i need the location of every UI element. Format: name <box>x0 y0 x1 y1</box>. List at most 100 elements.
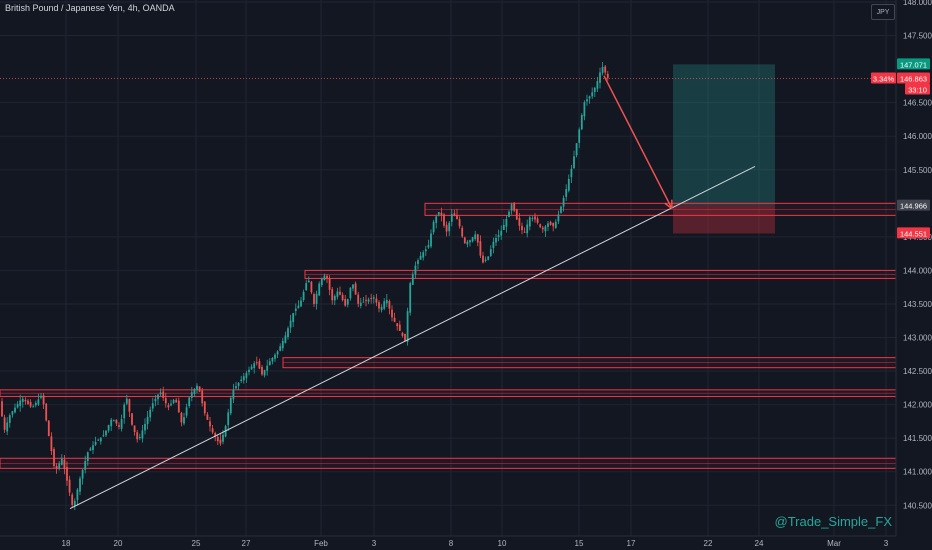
candle-body <box>177 400 180 413</box>
candle-body <box>55 465 58 469</box>
candle-body <box>242 376 245 381</box>
candle-body <box>305 283 308 291</box>
candle-body <box>487 256 490 260</box>
last-price-label: 146.863 <box>900 74 927 83</box>
time-tick-label: Feb <box>314 539 328 548</box>
target-price-label: 147.071 <box>900 60 927 69</box>
candle-body <box>445 224 448 232</box>
time-tick-label: 10 <box>498 539 507 548</box>
candle-body <box>211 428 214 433</box>
candle-timer-label: 33:10 <box>908 85 927 94</box>
candle-body <box>206 414 209 420</box>
watermark: @Trade_Simple_FX <box>774 514 892 529</box>
candle-body <box>138 436 141 438</box>
price-tick-label: 145.500 <box>903 166 932 175</box>
candle-body <box>378 302 380 309</box>
candle-body <box>435 216 438 223</box>
candle-body <box>250 366 253 370</box>
candle-body <box>40 395 42 398</box>
candle-body <box>37 399 40 405</box>
candle-body <box>388 300 391 309</box>
candle-body <box>586 99 588 102</box>
candle-body <box>45 403 48 421</box>
candle-body <box>482 255 484 263</box>
candle-body <box>105 430 107 436</box>
candle-body <box>185 407 188 416</box>
candle-body <box>118 425 120 427</box>
currency-badge[interactable]: JPY <box>871 4 895 20</box>
candle-body <box>276 351 279 355</box>
candle-body <box>539 224 542 228</box>
candle-body <box>450 214 453 222</box>
candle-body <box>120 419 123 429</box>
candle-body <box>508 211 510 218</box>
candle-body <box>544 226 547 232</box>
candle-body <box>157 394 159 400</box>
candle-body <box>396 323 399 327</box>
price-tick-label: 142.500 <box>903 367 932 376</box>
candle-body <box>591 92 594 97</box>
candle-body <box>554 221 557 229</box>
candle-body <box>268 361 271 366</box>
candle-body <box>201 390 204 404</box>
time-tick-label: 18 <box>62 539 71 548</box>
candle-body <box>21 398 24 402</box>
stop-price-label: 144.551 <box>900 229 927 238</box>
candle-body <box>222 434 224 442</box>
candle-body <box>430 233 432 247</box>
candle-body <box>497 235 500 237</box>
candle-body <box>427 245 430 248</box>
candle-body <box>580 114 583 130</box>
time-tick-label: 24 <box>755 539 764 548</box>
candle-body <box>523 231 526 233</box>
price-tick-label: 141.000 <box>903 468 932 477</box>
candle-body <box>526 224 529 234</box>
candle-body <box>406 311 409 342</box>
candle-body <box>541 227 544 230</box>
candle-body <box>489 249 492 256</box>
candle-body <box>492 241 495 248</box>
candle-body <box>339 291 341 295</box>
trend-line <box>69 165 756 510</box>
candle-body <box>167 405 170 408</box>
candle-body <box>401 332 404 336</box>
candle-body <box>341 294 344 301</box>
candle-body <box>328 278 331 290</box>
price-tick-label: 142.000 <box>903 401 932 410</box>
candle-body <box>102 435 105 437</box>
candle-body <box>128 399 131 412</box>
candle-body <box>235 386 237 389</box>
candle-body <box>219 439 222 444</box>
candle-body <box>58 463 61 469</box>
candle-body <box>73 500 76 506</box>
candle-body <box>502 224 505 230</box>
candle-body <box>414 265 417 275</box>
candle-body <box>53 449 55 466</box>
candle-body <box>294 308 297 312</box>
candle-body <box>71 494 74 505</box>
candle-body <box>521 225 523 231</box>
candle-body <box>367 299 370 302</box>
candle-body <box>281 340 284 349</box>
candle-body <box>159 392 162 395</box>
candle-body <box>284 335 287 343</box>
candle-body <box>287 328 289 338</box>
candle-body <box>515 209 518 220</box>
price-tick-label: 146.500 <box>903 99 932 108</box>
time-tick-label: 25 <box>192 539 201 548</box>
candle-body <box>34 402 37 406</box>
candle-body <box>474 234 477 239</box>
candle-body <box>16 404 19 408</box>
candle-body <box>385 299 388 304</box>
candle-body <box>42 395 45 405</box>
candle-body <box>263 370 266 376</box>
candle-body <box>411 274 414 285</box>
candle-body <box>495 237 497 243</box>
price-tick-label: 140.500 <box>903 501 932 510</box>
candle-body <box>115 419 118 424</box>
candle-body <box>261 367 263 375</box>
candle-body <box>110 419 113 427</box>
price-tick-label: 143.500 <box>903 300 932 309</box>
candle-body <box>565 189 568 197</box>
